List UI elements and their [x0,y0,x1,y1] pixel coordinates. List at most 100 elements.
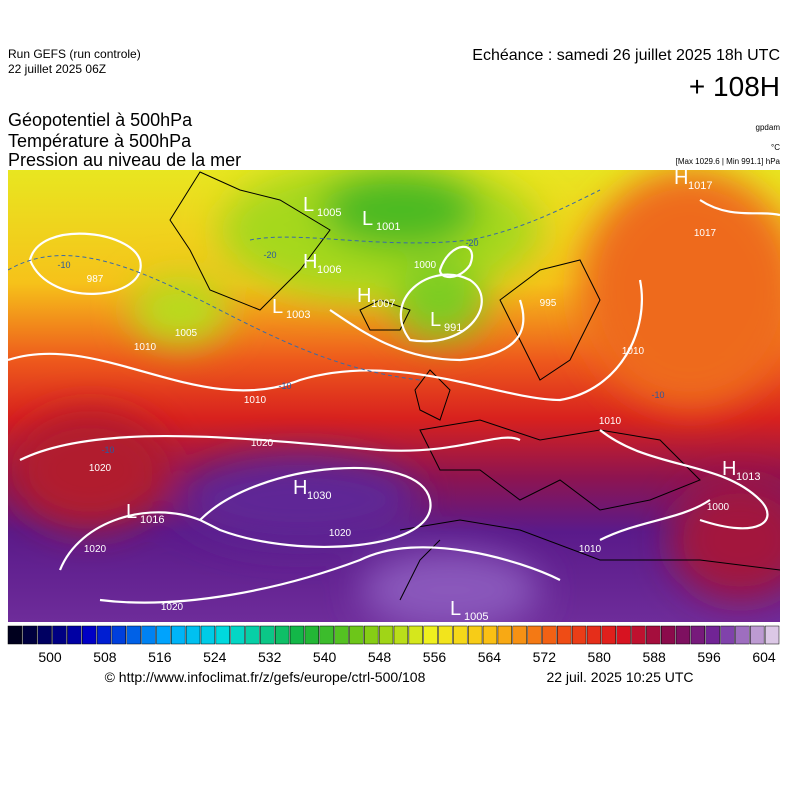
colorbar-swatch [497,625,513,645]
colorbar-tick-label: 580 [588,649,612,665]
colorbar-swatch [378,625,394,645]
isobar-label: 1010 [134,342,157,353]
colorbar-swatch [304,625,320,645]
title: Température à 500hPa [8,131,192,151]
colorbar-tick-label: 564 [478,649,502,665]
colorbar-swatch [408,625,423,645]
colorbar-swatch [171,625,186,645]
colorbar-swatch [67,625,82,645]
isobar-label: 1020 [251,438,274,449]
pressure-value: 1013 [736,471,760,483]
isobar-label: 1020 [161,602,184,613]
colorbar-tick-label: 572 [533,649,557,665]
colorbar-tick-label: 548 [368,649,392,665]
pressure-value: 1005 [464,611,488,623]
pressure-value: 1007 [371,298,395,310]
colorbar-swatch [289,625,305,645]
colorbar-swatch [7,625,23,645]
colorbar-tick-label: 500 [38,649,62,665]
temperature-label: -20 [465,238,478,248]
colorbar-swatch [705,625,720,645]
pressure-value: 1003 [286,309,310,321]
pressure-letter: H [303,251,317,273]
pressure-letter: H [293,477,307,499]
colorbar-swatch [646,625,661,645]
isobar-label: 987 [87,274,104,285]
colorbar-swatch [260,625,275,645]
colorbar-tick-label: 556 [423,649,447,665]
colorbar-swatch [467,625,483,645]
isobar-label: 1010 [579,544,602,555]
colorbar-swatch [334,625,349,645]
echeance: Echéance : samedi 26 juillet 2025 18h UT… [472,47,780,64]
pressure-value: 1006 [317,264,341,276]
colorbar-swatch [423,625,438,645]
colorbar-tick-label: 508 [93,649,117,665]
colorbar-swatch [764,625,780,645]
colorbar-swatch [675,625,691,645]
colorbar-swatch [156,625,171,645]
colorbar-swatch [482,625,498,645]
colorbar-swatch [200,625,216,645]
colorbar-swatch [52,625,67,645]
colorbar-tick-label: 588 [642,649,666,665]
pressure-value: 1001 [376,221,400,233]
pressure-letter: L [450,598,461,620]
unit: gpdam [756,123,781,132]
temperature-label: -20 [263,250,276,260]
colorbar-swatch [141,625,156,645]
colorbar-swatch [37,625,52,645]
temperature-label: -10 [651,390,664,400]
pressure-value: 1017 [688,180,712,192]
isobar-label: 1020 [84,544,107,555]
isobar-label: 1020 [89,463,112,474]
colorbar-swatch [660,625,676,645]
title: Géopotentiel à 500hPa [8,110,193,130]
colorbar-tick-label: 524 [203,649,227,665]
colorbar-tick-label: 540 [313,649,337,665]
temperature-label: -10 [57,260,70,270]
unit: [Max 1029.6 | Min 991.1] hPa [676,157,781,166]
colorbar-swatch [586,625,602,645]
isobar-label: 1010 [622,346,645,357]
colorbar-tick-label: 516 [148,649,172,665]
pressure-value: 1016 [140,514,164,526]
colorbar-swatch [601,625,616,645]
colorbar-swatch [527,625,542,645]
colorbar-swatch [631,625,646,645]
colorbar-swatch [230,625,245,645]
colorbar-swatch [126,625,141,645]
colorbar-swatch [96,625,112,645]
isobar-label: 1017 [694,228,717,239]
colorbar: 500 508 516 524 532 540 548 556 564 572 580 588 596 6… [7,625,780,665]
colorbar-tick-label: 532 [258,649,282,665]
pressure-letter: L [430,309,441,331]
pressure-letter: H [722,458,736,480]
source-url: © http://www.infoclimat.fr/z/gefs/europe… [105,669,426,685]
pressure-letter: L [362,208,373,230]
isobar-label: 1010 [244,395,267,406]
colorbar-swatch [364,625,379,645]
timestamp: 22 juil. 2025 10:25 UTC [546,669,693,685]
pressure-value: 1030 [307,490,331,502]
isobar-label: 1020 [329,528,352,539]
colorbar-swatch [111,625,127,645]
pressure-letter: L [303,194,314,216]
colorbar-swatch [349,625,364,645]
colorbar-swatch [720,625,735,645]
unit: °C [771,143,780,152]
colorbar-swatch [22,625,37,645]
run-date: 22 juillet 2025 06Z [8,62,106,76]
colorbar-swatch [274,625,290,645]
colorbar-swatch [215,625,230,645]
colorbar-swatch [185,625,201,645]
colorbar-swatch [512,625,527,645]
colorbar-tick-label: 604 [752,649,776,665]
temperature-label: -10 [278,381,291,391]
colorbar-swatch [393,625,409,645]
isobar-label: 1000 [707,502,730,513]
colorbar-swatch [81,625,97,645]
temperature-label: -10 [101,445,114,455]
